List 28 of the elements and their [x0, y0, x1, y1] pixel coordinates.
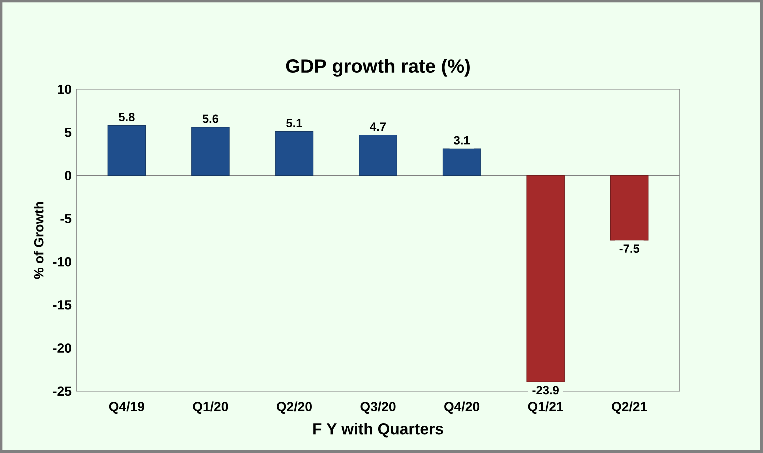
data-label: 4.7	[370, 122, 386, 131]
y-tick-label: -5	[60, 214, 72, 224]
y-tick-label: 5	[65, 128, 72, 138]
bar	[192, 127, 230, 176]
x-tick-label: Q4/19	[109, 402, 144, 414]
y-tick-label: -10	[53, 257, 72, 267]
x-tick-label: Q2/20	[277, 402, 312, 414]
data-label: 5.6	[202, 114, 219, 124]
data-label: 5.8	[119, 113, 135, 122]
x-tick-label: Q2/21	[612, 402, 648, 414]
bar	[610, 176, 649, 241]
y-tick-label: 10	[58, 84, 72, 94]
data-label: 5.1	[286, 119, 302, 128]
bar	[442, 148, 482, 176]
data-label: -7.5	[620, 244, 640, 254]
chart-title: GDP growth rate (%)	[286, 59, 470, 77]
data-label: -23.9	[532, 386, 559, 395]
data-label: 3.1	[454, 136, 470, 145]
x-tick-label: Q1/20	[193, 402, 228, 414]
y-tick-label: 0	[65, 171, 72, 180]
x-axis-title: F Y with Quarters	[314, 423, 444, 438]
y-tick-label: -25	[53, 386, 72, 396]
x-tick-label: Q4/20	[444, 402, 480, 414]
y-axis-title: % of Growth	[34, 202, 44, 280]
y-tick-label: -15	[53, 300, 72, 310]
x-tick-label: Q3/20	[360, 402, 396, 414]
x-tick-label: Q1/21	[528, 402, 564, 414]
y-tick-label: -20	[53, 344, 72, 353]
